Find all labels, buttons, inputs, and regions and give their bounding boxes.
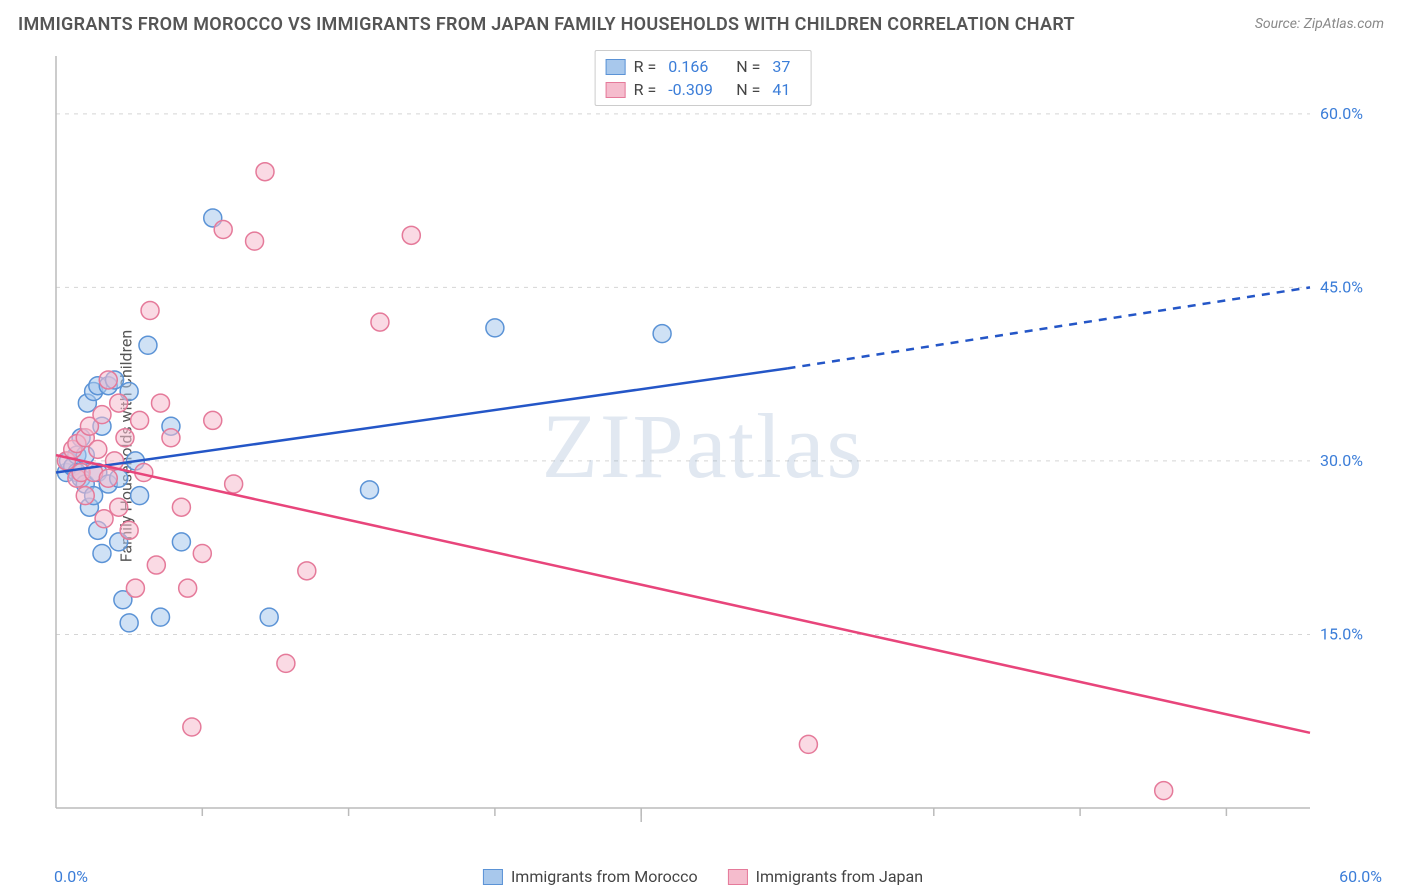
- legend-swatch: [483, 869, 503, 885]
- n-value: 37: [772, 57, 800, 76]
- r-value: 0.166: [668, 57, 728, 76]
- chart-title: IMMIGRANTS FROM MOROCCO VS IMMIGRANTS FR…: [18, 14, 1075, 35]
- legend-item: Immigrants from Japan: [728, 867, 923, 886]
- r-value: -0.309: [668, 80, 728, 99]
- legend-swatch: [728, 869, 748, 885]
- x-axis-max-label: 60.0%: [1339, 867, 1382, 886]
- n-label: N =: [736, 80, 760, 99]
- source-attribution: Source: ZipAtlas.com: [1255, 16, 1384, 32]
- n-label: N =: [736, 57, 760, 76]
- svg-text:15.0%: 15.0%: [1320, 624, 1363, 643]
- series-name: Immigrants from Japan: [756, 867, 923, 886]
- legend-row: R = -0.309 N = 41: [606, 78, 801, 101]
- svg-text:30.0%: 30.0%: [1320, 451, 1363, 470]
- r-label: R =: [634, 57, 657, 76]
- legend-swatch: [606, 59, 626, 75]
- legend-item: Immigrants from Morocco: [483, 867, 698, 886]
- legend-row: R = 0.166 N = 37: [606, 55, 801, 78]
- svg-text:45.0%: 45.0%: [1320, 277, 1363, 296]
- n-value: 41: [772, 80, 800, 99]
- correlation-legend: R = 0.166 N = 37 R = -0.309 N = 41: [595, 50, 812, 106]
- scatter-plot: 15.0% 30.0% 45.0% 60.0%: [50, 48, 1380, 838]
- r-label: R =: [634, 80, 657, 99]
- svg-text:60.0%: 60.0%: [1320, 104, 1363, 123]
- series-name: Immigrants from Morocco: [511, 867, 698, 886]
- series-legend: Immigrants from Morocco Immigrants from …: [483, 867, 923, 886]
- x-axis-min-label: 0.0%: [54, 867, 88, 886]
- legend-swatch: [606, 82, 626, 98]
